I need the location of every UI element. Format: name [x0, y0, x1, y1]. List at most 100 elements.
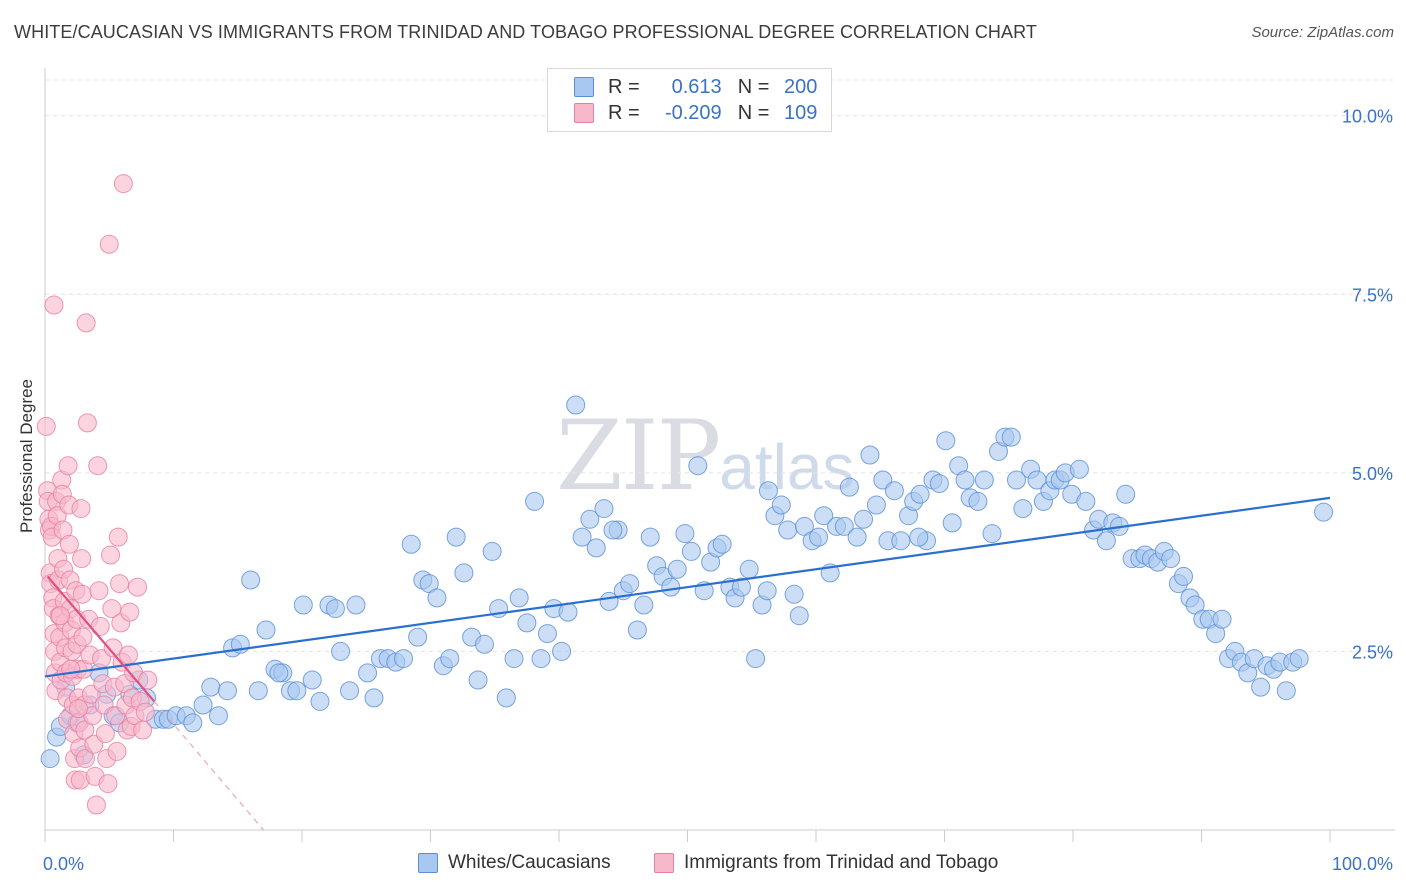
point-immigrants — [135, 702, 155, 722]
tick-labels: 2.5% 5.0% 7.5% 10.0% 0.0% 100.0% — [43, 107, 1393, 874]
point-whites — [331, 641, 351, 661]
point-whites — [364, 688, 384, 708]
point-whites — [1116, 484, 1136, 504]
point-whites — [757, 581, 777, 601]
point-immigrants — [119, 645, 139, 665]
trend-lines — [44, 496, 1331, 831]
point-whites — [1276, 681, 1296, 701]
point-immigrants — [73, 627, 93, 647]
x-tick-label: 100.0% — [1332, 854, 1393, 874]
point-whites — [580, 509, 600, 529]
point-immigrants — [75, 749, 95, 769]
point-whites — [217, 681, 237, 701]
point-whites — [401, 534, 421, 554]
point-whites — [681, 541, 701, 561]
point-whites — [256, 620, 276, 640]
point-whites — [942, 513, 962, 533]
point-whites — [712, 534, 732, 554]
point-whites — [201, 677, 221, 697]
point-whites — [603, 520, 623, 540]
legend-label-immigrants: Immigrants from Trinidad and Tobago — [684, 852, 999, 873]
x-tick-label: 0.0% — [43, 854, 84, 874]
legend-item-immigrants[interactable]: Immigrants from Trinidad and Tobago — [654, 852, 998, 874]
point-whites — [248, 681, 268, 701]
point-whites — [454, 563, 474, 583]
point-immigrants — [99, 234, 119, 254]
point-whites — [1289, 649, 1309, 669]
point-whites — [1251, 677, 1271, 697]
point-whites — [504, 649, 524, 669]
legend-swatch-blue — [574, 77, 594, 97]
point-whites — [1069, 459, 1089, 479]
point-whites — [778, 520, 798, 540]
point-whites — [40, 749, 60, 769]
point-whites — [302, 670, 322, 690]
point-whites — [982, 524, 1002, 544]
point-whites — [891, 531, 911, 551]
grid — [45, 79, 1395, 652]
legend-swatch-pink — [574, 103, 594, 123]
point-whites — [346, 595, 366, 615]
point-whites — [531, 649, 551, 669]
point-whites — [860, 445, 880, 465]
point-immigrants — [71, 499, 91, 519]
point-immigrants — [90, 616, 110, 636]
legend-label-whites: Whites/Caucasians — [448, 852, 611, 873]
point-whites — [675, 524, 695, 544]
legend-r-value: -0.209 — [664, 101, 722, 124]
point-immigrants — [98, 774, 118, 794]
point-whites — [1161, 549, 1181, 569]
source-label: Source: ZipAtlas.com — [1251, 24, 1394, 41]
point-immigrants — [108, 527, 128, 547]
legend-r-label: R = — [608, 75, 640, 98]
point-whites — [1174, 566, 1194, 586]
point-whites — [394, 649, 414, 669]
point-immigrants — [50, 606, 70, 626]
trendline-whites — [44, 496, 1331, 678]
point-whites — [446, 527, 466, 547]
point-immigrants — [133, 720, 153, 740]
point-whites — [955, 470, 975, 490]
point-whites — [627, 620, 647, 640]
point-whites — [427, 588, 447, 608]
point-whites — [552, 641, 572, 661]
point-whites — [1096, 531, 1116, 551]
watermark-zip: ZIP — [556, 400, 721, 512]
point-whites — [208, 706, 228, 726]
point-whites — [809, 527, 829, 547]
point-whites — [968, 491, 988, 511]
point-whites — [1006, 470, 1026, 490]
point-whites — [594, 499, 614, 519]
y-tick-label: 7.5% — [1352, 285, 1393, 305]
point-immigrants — [101, 545, 121, 565]
point-immigrants — [72, 584, 92, 604]
point-immigrants — [89, 581, 109, 601]
point-whites — [572, 527, 592, 547]
point-immigrants — [102, 599, 122, 619]
point-immigrants — [120, 602, 140, 622]
point-immigrants — [95, 724, 115, 744]
point-whites — [440, 649, 460, 669]
point-whites — [310, 691, 330, 711]
point-whites — [1013, 499, 1033, 519]
point-whites — [1076, 491, 1096, 511]
point-whites — [193, 695, 213, 715]
point-whites — [620, 574, 640, 594]
point-immigrants — [36, 416, 56, 436]
point-immigrants — [138, 670, 158, 690]
point-immigrants — [72, 549, 92, 569]
point-immigrants — [110, 574, 130, 594]
point-whites — [771, 495, 791, 515]
y-tick-label: 5.0% — [1352, 464, 1393, 484]
point-whites — [758, 481, 778, 501]
legend-n-label: N = — [737, 101, 770, 124]
point-whites — [746, 649, 766, 669]
correlation-legend: R = 0.613 N = 200 R = -0.209 N = 109 — [547, 68, 832, 132]
point-whites — [784, 584, 804, 604]
point-whites — [640, 527, 660, 547]
legend-item-whites[interactable]: Whites/Caucasians — [418, 852, 611, 874]
legend-swatch-pink — [654, 853, 674, 873]
point-whites — [936, 431, 956, 451]
point-whites — [834, 516, 854, 536]
point-immigrants — [77, 413, 97, 433]
